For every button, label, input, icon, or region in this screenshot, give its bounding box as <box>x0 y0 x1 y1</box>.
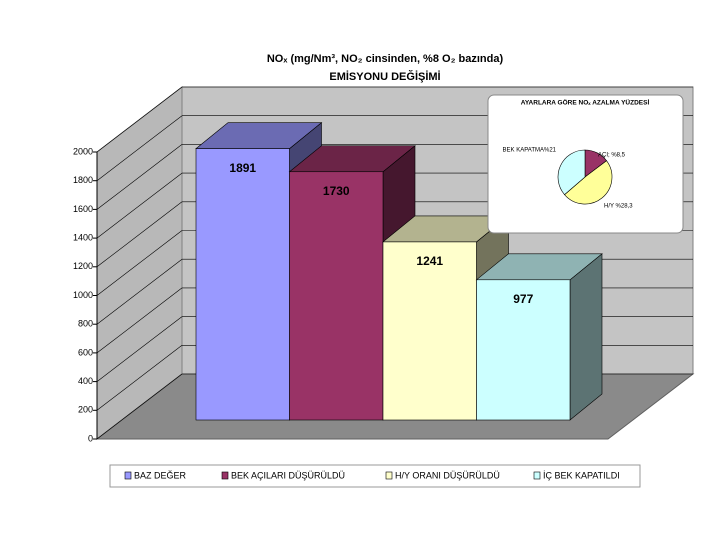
bar <box>289 171 384 421</box>
y-tick-label: 1400 <box>73 232 93 242</box>
y-tick-label: 1600 <box>73 204 93 214</box>
grid-line <box>96 201 183 268</box>
legend-items: BAZ DEĞER BEK AÇILARI DÜŞÜRÜLDÜ H/Y ORANI … <box>124 470 620 480</box>
legend-swatch <box>124 471 132 480</box>
pie-title: AYARLARA GÖRE NOₓ AZALMA YÜZDESİ <box>521 98 650 107</box>
y-tick-label: 2000 <box>73 146 93 156</box>
grid-line <box>96 316 183 382</box>
data-label: 1241 <box>416 254 443 268</box>
y-tick-label: 1000 <box>73 290 93 300</box>
legend-label: BAZ DEĞER <box>134 470 187 480</box>
data-label: 1891 <box>229 161 256 175</box>
bar <box>195 148 290 421</box>
y-tick-label: 0 <box>88 433 93 443</box>
grid-line <box>96 86 183 153</box>
pie-label: AÇI; %8,5 <box>598 153 626 159</box>
y-tick-label: 1200 <box>73 261 93 271</box>
grid-line <box>96 258 183 325</box>
y-tick-label: 600 <box>78 347 93 357</box>
data-label: 977 <box>513 292 533 306</box>
bar <box>382 241 477 421</box>
y-tick-label: 200 <box>78 405 93 415</box>
grid-line <box>96 287 183 354</box>
pie-label: BEK KAPATMA%21 <box>503 148 557 154</box>
pie-slice <box>557 149 586 196</box>
legend-label: H/Y ORANI DÜŞÜRÜLDÜ <box>395 470 500 480</box>
pie-slice <box>564 160 613 205</box>
chart-title: NOₓ (mg/Nm³, NO₂ cinsinden, %8 O₂ bazınd… <box>267 53 504 65</box>
legend-swatch <box>533 471 541 480</box>
legend <box>109 464 641 488</box>
grid-line <box>96 373 183 440</box>
legend-label: BEK AÇILARI DÜŞÜRÜLDÜ <box>231 470 345 480</box>
plot: 0 200 400 600 800 1000 1200 1400 1600 1800 2000 189… <box>73 86 693 443</box>
grid-line <box>96 144 183 210</box>
legend-label: İÇ BEK KAPATILDI <box>543 470 620 480</box>
bar <box>476 279 571 421</box>
grid-line <box>96 172 183 239</box>
legend-swatch <box>221 471 229 480</box>
y-tick-label: 400 <box>78 376 93 386</box>
grid-line <box>96 115 183 181</box>
data-label: 1730 <box>323 184 350 198</box>
y-tick-label: 800 <box>78 319 93 329</box>
pie-chart: AYARLARA GÖRE NOₓ AZALMA YÜZDESİ AÇI; %8,… <box>503 98 650 210</box>
legend-swatch <box>385 471 393 480</box>
grid-line <box>96 345 183 411</box>
bar-side <box>569 253 603 421</box>
y-tick-label: 1800 <box>73 175 93 185</box>
chart-subtitle: EMİSYONU DEĞİŞİMİ <box>329 70 440 83</box>
grid-line <box>96 230 183 296</box>
pie-label: H/Y %28,3 <box>604 204 633 210</box>
